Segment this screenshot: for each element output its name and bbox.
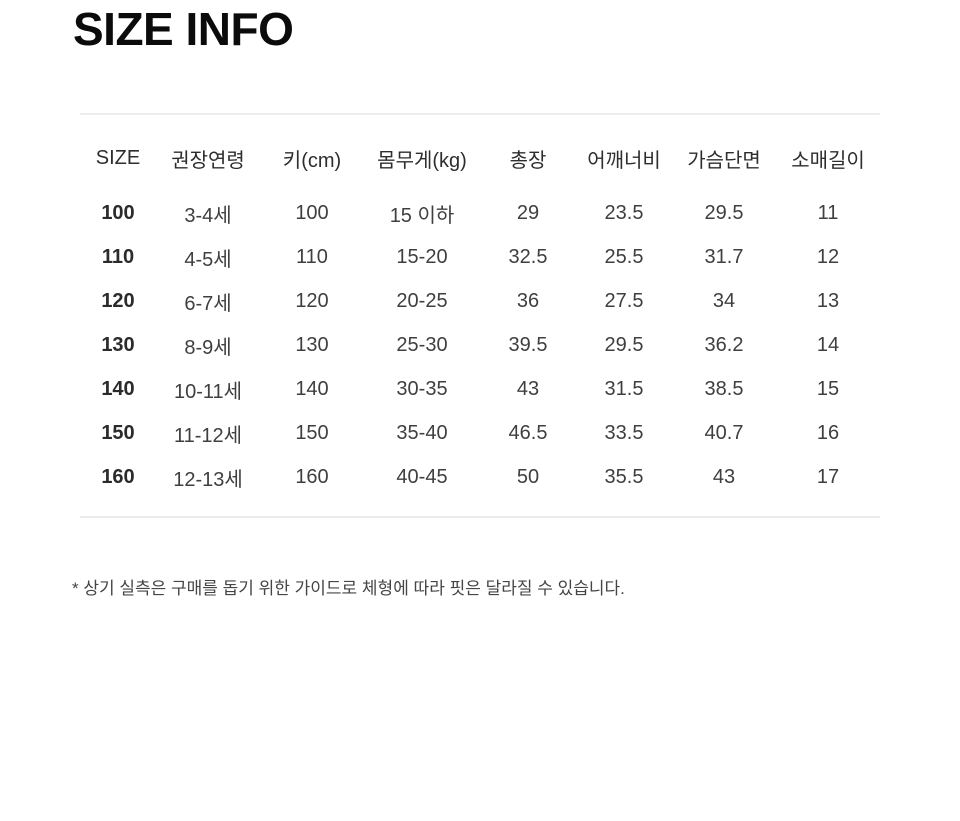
height-cell: 130 bbox=[295, 333, 329, 356]
size-cell: 110 bbox=[101, 245, 135, 268]
age-cell: 12-13세 bbox=[173, 468, 243, 491]
bottom-divider bbox=[80, 516, 880, 518]
shoulder-cell: 31.5 bbox=[604, 377, 644, 400]
sleeve-cell: 17 bbox=[816, 465, 840, 488]
size-table: SIZE 권장연령 키(cm) 몸무게(kg) 총장 어깨너비 가슴단면 소매길… bbox=[80, 115, 880, 499]
weight-cell: 40-45 bbox=[396, 465, 448, 488]
column-header-chest: 가슴단면 bbox=[687, 149, 761, 172]
weight-cell: 15-20 bbox=[396, 245, 448, 268]
weight-cell: 30-35 bbox=[396, 377, 448, 400]
age-cell: 10-11세 bbox=[173, 380, 243, 403]
table-row: 120 6-7세 120 20-25 36 27.5 34 13 bbox=[80, 279, 880, 323]
age-cell: 6-7세 bbox=[184, 292, 232, 315]
height-cell: 140 bbox=[295, 377, 329, 400]
top-divider bbox=[80, 113, 880, 115]
chest-cell: 36.2 bbox=[704, 333, 744, 356]
weight-cell: 20-25 bbox=[396, 289, 448, 312]
total-length-cell: 50 bbox=[516, 465, 540, 488]
chest-cell: 34 bbox=[712, 289, 736, 312]
column-header-size: SIZE bbox=[95, 146, 141, 169]
total-length-cell: 43 bbox=[516, 377, 540, 400]
age-cell: 8-9세 bbox=[184, 336, 232, 359]
sleeve-cell: 13 bbox=[816, 289, 840, 312]
height-cell: 120 bbox=[295, 289, 329, 312]
size-cell: 100 bbox=[101, 201, 135, 224]
total-length-cell: 29 bbox=[516, 201, 540, 224]
shoulder-cell: 25.5 bbox=[604, 245, 644, 268]
sleeve-cell: 15 bbox=[816, 377, 840, 400]
shoulder-cell: 33.5 bbox=[604, 421, 644, 444]
chest-cell: 31.7 bbox=[704, 245, 744, 268]
column-header-age: 권장연령 bbox=[171, 149, 245, 172]
chest-cell: 29.5 bbox=[704, 201, 744, 224]
sleeve-cell: 12 bbox=[816, 245, 840, 268]
size-guide-note: * 상기 실측은 구매를 돕기 위한 가이드로 체형에 따라 핏은 달라질 수 … bbox=[72, 579, 625, 598]
chest-cell: 43 bbox=[712, 465, 736, 488]
shoulder-cell: 29.5 bbox=[604, 333, 644, 356]
table-row: 100 3-4세 100 15 이하 29 23.5 29.5 11 bbox=[80, 191, 880, 235]
total-length-cell: 36 bbox=[516, 289, 540, 312]
table-row: 160 12-13세 160 40-45 50 35.5 43 17 bbox=[80, 455, 880, 499]
height-cell: 150 bbox=[295, 421, 329, 444]
table-row: 150 11-12세 150 35-40 46.5 33.5 40.7 16 bbox=[80, 411, 880, 455]
chest-cell: 38.5 bbox=[704, 377, 744, 400]
table-row: 110 4-5세 110 15-20 32.5 25.5 31.7 12 bbox=[80, 235, 880, 279]
total-length-cell: 39.5 bbox=[508, 333, 548, 356]
shoulder-cell: 35.5 bbox=[604, 465, 644, 488]
height-cell: 100 bbox=[295, 201, 329, 224]
size-cell: 140 bbox=[101, 377, 135, 400]
chest-cell: 40.7 bbox=[704, 421, 744, 444]
table-row: 140 10-11세 140 30-35 43 31.5 38.5 15 bbox=[80, 367, 880, 411]
shoulder-cell: 27.5 bbox=[604, 289, 644, 312]
shoulder-cell: 23.5 bbox=[604, 201, 644, 224]
age-cell: 3-4세 bbox=[184, 204, 232, 227]
column-header-height: 키(cm) bbox=[282, 149, 342, 172]
height-cell: 160 bbox=[295, 465, 329, 488]
column-header-sleeve: 소매길이 bbox=[791, 149, 865, 172]
weight-cell: 35-40 bbox=[396, 421, 448, 444]
total-length-cell: 46.5 bbox=[508, 421, 548, 444]
weight-cell: 25-30 bbox=[396, 333, 448, 356]
sleeve-cell: 16 bbox=[816, 421, 840, 444]
size-cell: 150 bbox=[101, 421, 135, 444]
size-cell: 120 bbox=[101, 289, 135, 312]
size-cell: 160 bbox=[101, 465, 135, 488]
size-cell: 130 bbox=[101, 333, 135, 356]
weight-cell: 15 이하 bbox=[389, 204, 455, 227]
page-title: SIZE INFO bbox=[73, 3, 294, 55]
column-header-total-length: 총장 bbox=[509, 149, 547, 172]
age-cell: 4-5세 bbox=[184, 248, 232, 271]
total-length-cell: 32.5 bbox=[508, 245, 548, 268]
column-header-shoulder: 어깨너비 bbox=[587, 149, 661, 172]
column-header-weight: 몸무게(kg) bbox=[377, 149, 467, 172]
table-row: 130 8-9세 130 25-30 39.5 29.5 36.2 14 bbox=[80, 323, 880, 367]
age-cell: 11-12세 bbox=[173, 424, 243, 447]
height-cell: 110 bbox=[296, 245, 328, 268]
sleeve-cell: 14 bbox=[816, 333, 840, 356]
table-header-row: SIZE 권장연령 키(cm) 몸무게(kg) 총장 어깨너비 가슴단면 소매길… bbox=[80, 115, 880, 191]
sleeve-cell: 11 bbox=[817, 201, 839, 224]
